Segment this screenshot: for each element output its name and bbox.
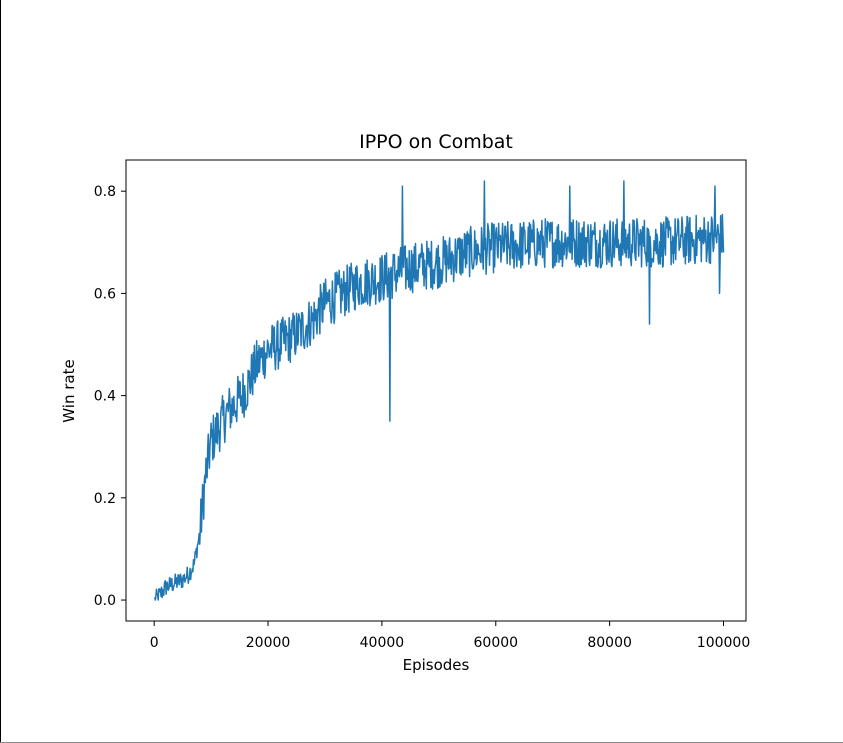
x-tick-label: 100000: [697, 635, 750, 651]
x-tick-label: 0: [150, 635, 159, 651]
y-tick-label: 0.2: [94, 491, 116, 507]
chart-title: IPPO on Combat: [359, 131, 513, 153]
y-tick-label: 0.0: [94, 593, 116, 609]
left-window-edge: [0, 0, 1, 743]
y-tick-label: 0.4: [94, 389, 116, 405]
x-axis-ticks: 0 20000 40000 60000 80000 100000: [150, 621, 750, 651]
y-tick-label: 0.8: [94, 184, 116, 200]
x-axis-label: Episodes: [403, 656, 470, 674]
x-tick-label: 40000: [360, 635, 405, 651]
x-tick-label: 60000: [474, 635, 519, 651]
x-tick-label: 20000: [246, 635, 291, 651]
win-rate-series-line: [154, 180, 725, 601]
y-tick-label: 0.6: [94, 286, 116, 302]
y-axis-label: Win rate: [60, 359, 78, 422]
x-tick-label: 80000: [587, 635, 632, 651]
y-axis-ticks: 0.0 0.2 0.4 0.6 0.8: [94, 184, 126, 609]
plot-area-frame: [125, 159, 747, 622]
